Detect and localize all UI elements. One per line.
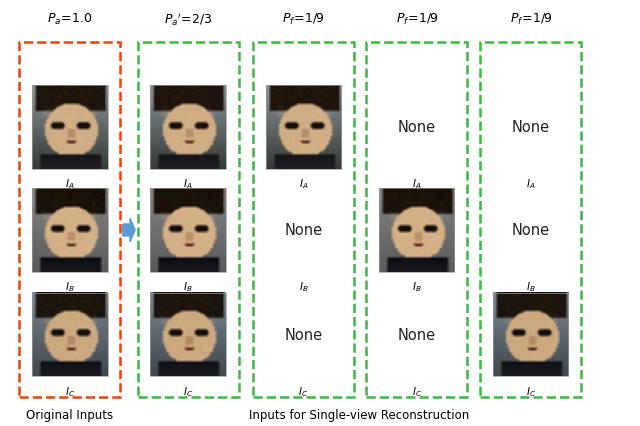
Text: $\mathit{I}_B$: $\mathit{I}_B$ bbox=[412, 279, 421, 294]
Text: $\boldsymbol{P_f}\!=\!1/9$: $\boldsymbol{P_f}\!=\!1/9$ bbox=[282, 12, 324, 27]
Text: $\mathit{I}_C$: $\mathit{I}_C$ bbox=[525, 384, 536, 398]
Text: None: None bbox=[284, 328, 323, 343]
Bar bbox=[493, 294, 568, 377]
Text: $\mathit{I}_B$: $\mathit{I}_B$ bbox=[184, 279, 193, 294]
Text: None: None bbox=[397, 120, 436, 135]
Bar bbox=[379, 189, 454, 272]
Text: $\boldsymbol{P_f}\!=\!1/9$: $\boldsymbol{P_f}\!=\!1/9$ bbox=[396, 12, 438, 27]
Bar bbox=[32, 189, 108, 272]
Text: $\boldsymbol{P_a}'\!=\!2/3$: $\boldsymbol{P_a}'\!=\!2/3$ bbox=[164, 11, 212, 27]
Text: Inputs for Single-view Reconstruction: Inputs for Single-view Reconstruction bbox=[249, 408, 470, 421]
Text: $\mathit{I}_A$: $\mathit{I}_A$ bbox=[299, 177, 308, 190]
Text: None: None bbox=[397, 328, 436, 343]
Text: $\mathit{I}_B$: $\mathit{I}_B$ bbox=[65, 279, 74, 294]
Text: $\mathit{I}_A$: $\mathit{I}_A$ bbox=[65, 177, 74, 190]
Bar bbox=[150, 189, 226, 272]
Bar bbox=[32, 294, 108, 377]
Text: $\boldsymbol{P_a}\!=\!1.0$: $\boldsymbol{P_a}\!=\!1.0$ bbox=[47, 12, 93, 27]
Text: $\mathit{I}_C$: $\mathit{I}_C$ bbox=[65, 384, 75, 398]
Text: $\mathit{I}_C$: $\mathit{I}_C$ bbox=[183, 384, 193, 398]
Text: $\mathit{I}_B$: $\mathit{I}_B$ bbox=[526, 279, 535, 294]
Bar bbox=[266, 86, 341, 169]
Text: $\mathit{I}_A$: $\mathit{I}_A$ bbox=[526, 177, 535, 190]
Text: None: None bbox=[511, 223, 550, 238]
Bar bbox=[32, 86, 108, 169]
Text: None: None bbox=[511, 120, 550, 135]
Text: None: None bbox=[284, 223, 323, 238]
Text: Original Inputs: Original Inputs bbox=[26, 408, 113, 421]
Text: $\mathit{I}_C$: $\mathit{I}_C$ bbox=[298, 384, 308, 398]
FancyArrow shape bbox=[123, 219, 135, 242]
Text: $\mathit{I}_C$: $\mathit{I}_C$ bbox=[412, 384, 422, 398]
Text: $\mathit{I}_A$: $\mathit{I}_A$ bbox=[412, 177, 421, 190]
Text: $\mathit{I}_A$: $\mathit{I}_A$ bbox=[184, 177, 193, 190]
Text: $\boldsymbol{P_f}\!=\!1/9$: $\boldsymbol{P_f}\!=\!1/9$ bbox=[509, 12, 552, 27]
Bar bbox=[150, 294, 226, 377]
Bar bbox=[150, 86, 226, 169]
Text: $\mathit{I}_B$: $\mathit{I}_B$ bbox=[299, 279, 308, 294]
